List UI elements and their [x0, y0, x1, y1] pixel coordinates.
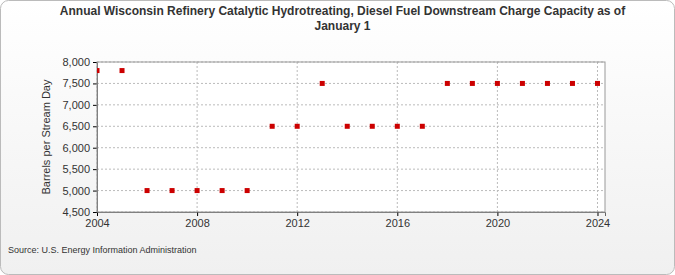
point	[270, 124, 275, 129]
y-tick-mark	[93, 83, 97, 84]
point	[595, 81, 600, 86]
y-tick: 6,000	[62, 142, 97, 154]
point	[420, 124, 425, 129]
grid-line-y	[97, 147, 605, 148]
grid-line-y	[97, 126, 605, 127]
y-tick-label: 8,000	[62, 56, 90, 68]
point	[570, 81, 575, 86]
y-tick-mark	[93, 191, 97, 192]
x-tick-label: 2004	[85, 217, 109, 229]
y-tick: 5,000	[62, 185, 97, 197]
y-axis: 4,5005,0005,5006,0006,5007,0007,5008,000	[62, 56, 97, 218]
point	[97, 68, 100, 73]
x-tick-mark	[597, 212, 598, 216]
y-tick-mark	[93, 148, 97, 149]
grid-line-y	[97, 104, 605, 105]
y-tick-mark	[93, 169, 97, 170]
x-axis: 2004 2008 2012 2016 2020 2024	[85, 212, 610, 229]
title: Annual Wisconsin Refinery Catalytic Hydr…	[60, 4, 626, 33]
axis-line	[98, 213, 606, 217]
y-tick: 6,500	[62, 120, 97, 132]
y-tick-label: 6,000	[62, 142, 90, 154]
point	[545, 81, 550, 86]
x-tick-mark	[297, 212, 298, 216]
x-tick-mark	[397, 212, 398, 216]
point	[120, 68, 125, 73]
grid-line-x	[297, 62, 298, 212]
point	[470, 81, 475, 86]
plot: 4,5005,0005,5006,0006,5007,0007,5008,000…	[62, 56, 610, 229]
plot-frame	[97, 62, 605, 212]
point	[170, 188, 175, 193]
point	[195, 188, 200, 193]
x-tick-label: 2016	[386, 217, 410, 229]
y-tick-label: 5,500	[62, 163, 90, 175]
y-tick-mark	[93, 105, 97, 106]
y-axis-title: Barrels per Stream Day	[40, 79, 52, 194]
point	[145, 188, 150, 193]
source: Source: U.S. Energy Information Administ…	[8, 245, 197, 255]
point	[495, 81, 500, 86]
y-tick-label: 6,500	[62, 120, 90, 132]
y-tick-label: 7,500	[62, 77, 90, 89]
point	[320, 81, 325, 86]
x-tick-label: 2012	[285, 217, 309, 229]
x-tick: 2012	[285, 212, 309, 229]
y-tick-mark	[93, 62, 97, 63]
y-tick-label: 5,000	[62, 185, 90, 197]
point	[295, 124, 300, 129]
y-tick: 5,500	[62, 163, 97, 175]
point	[245, 188, 250, 193]
x-tick-mark	[97, 212, 98, 216]
y-tick: 7,000	[62, 99, 97, 111]
point	[220, 188, 225, 193]
x-tick-mark	[497, 212, 498, 216]
chart: Annual Wisconsin Refinery Catalytic Hydr…	[0, 0, 675, 275]
point	[345, 124, 350, 129]
plot-area	[97, 62, 605, 212]
y-tick-label: 7,000	[62, 99, 90, 111]
x-tick-mark	[197, 212, 198, 216]
x-tick-label: 2024	[586, 217, 610, 229]
x-tick: 2024	[586, 212, 610, 229]
point	[445, 81, 450, 86]
point	[370, 124, 375, 129]
y-tick-mark	[93, 212, 97, 213]
x-tick: 2004	[85, 212, 109, 229]
x-tick: 2008	[185, 212, 209, 229]
point	[395, 124, 400, 129]
x-tick: 2016	[386, 212, 410, 229]
y-tick: 8,000	[62, 56, 97, 68]
x-tick-label: 2008	[185, 217, 209, 229]
background	[1, 1, 675, 275]
grid-line-y	[97, 83, 605, 84]
x-tick: 2020	[486, 212, 510, 229]
grid-line-y	[97, 169, 605, 170]
point	[520, 81, 525, 86]
points	[97, 68, 600, 193]
x-tick-label: 2020	[486, 217, 510, 229]
grid-line-x	[397, 62, 398, 212]
y-tick-mark	[93, 126, 97, 127]
y-tick: 7,500	[62, 77, 97, 89]
